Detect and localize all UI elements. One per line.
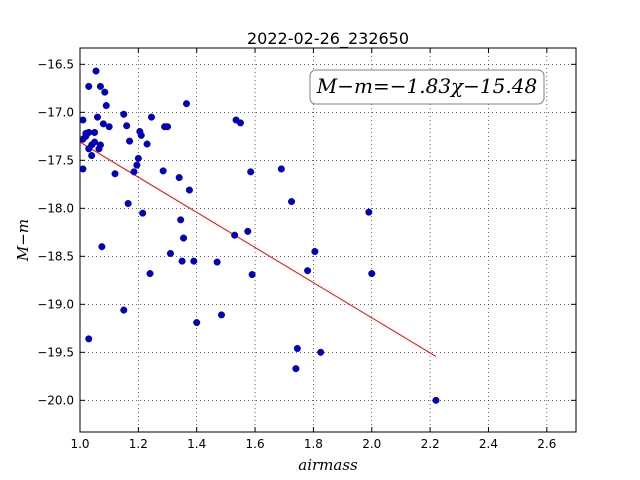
data-point [91,138,99,146]
y-tick-label: −16.5 [37,57,74,71]
data-point [164,123,172,131]
data-point [105,123,113,131]
data-point [177,216,185,224]
y-tick-label: −17.0 [37,105,74,119]
y-tick-label: −18.0 [37,201,74,215]
data-point [248,271,256,279]
data-point [85,82,93,90]
data-point [277,165,285,173]
chart-title: 2022-02-26_232650 [247,29,409,49]
data-point [288,198,296,206]
data-point [311,248,319,256]
data-point [218,311,226,319]
data-point [85,335,93,343]
data-point [101,88,109,96]
data-point [175,174,183,182]
data-point [98,243,106,251]
data-point [213,258,221,266]
data-point [304,267,312,275]
y-tick-label: −17.5 [37,153,74,167]
data-point [79,116,87,124]
plot-frame [79,47,577,433]
data-point [368,270,376,278]
data-point [120,306,128,314]
data-points [79,67,440,404]
grid [80,48,576,432]
y-tick-label: −19.5 [37,345,74,359]
data-point [130,168,138,176]
x-tick-label: 2.0 [362,437,381,451]
x-axis-label: airmass [298,456,358,474]
x-tick-label: 2.4 [479,437,498,451]
y-tick-label: −18.5 [37,249,74,263]
data-point [79,165,87,173]
data-point [96,141,104,149]
y-axis-label: M−m [14,219,32,262]
fit-equation-box: M−m=−1.83χ−15.48 [309,69,545,105]
data-point [182,100,190,108]
data-point [432,396,440,404]
data-point [126,137,134,145]
x-tick-label: 2.6 [537,437,556,451]
data-point [123,122,131,130]
x-tick-label: 1.8 [304,437,323,451]
data-point [244,227,252,235]
data-point [139,209,147,217]
x-tick-label: 1.4 [187,437,206,451]
data-point [193,319,201,327]
y-axis-ticks: −16.5 −17.0 −17.5 −18.0 −18.5 −19.0 −19.5 −20.0 [37,57,576,407]
x-tick-label: 1.2 [129,437,148,451]
data-point [88,152,96,160]
data-point [120,110,128,118]
fit-line [79,141,437,357]
data-point [180,234,188,242]
data-point [147,113,155,121]
data-point [124,200,132,208]
data-point [231,231,239,239]
data-point [190,257,198,265]
data-point [102,102,110,110]
data-point [111,170,119,178]
data-point [146,270,154,278]
data-point [137,131,145,139]
data-point [317,348,325,356]
data-point [85,128,93,136]
data-point [134,154,142,162]
data-point [292,365,300,373]
data-point [96,82,104,90]
x-axis-ticks: 1.0 1.2 1.4 1.6 1.8 2.0 2.2 2.4 2.6 [70,48,556,451]
data-point [94,113,102,121]
y-tick-label: −19.0 [37,297,74,311]
data-point [133,161,141,169]
x-tick-label: 1.6 [246,437,265,451]
fit-line-layer [79,141,437,357]
x-tick-label: 1.0 [70,437,89,451]
data-point [159,167,167,175]
data-point [178,257,186,265]
data-point [236,119,244,127]
data-point [185,186,193,194]
data-point [365,208,373,216]
equation-box-frame [309,69,545,105]
data-point [99,120,107,128]
data-point [293,344,301,352]
data-point [247,168,255,176]
data-point [166,249,174,257]
data-point [92,67,100,75]
x-tick-label: 2.2 [421,437,440,451]
y-tick-label: −20.0 [37,393,74,407]
data-point [91,128,99,136]
data-point [143,140,151,148]
fit-equation: M−m=−1.83χ−15.48 [316,74,537,98]
